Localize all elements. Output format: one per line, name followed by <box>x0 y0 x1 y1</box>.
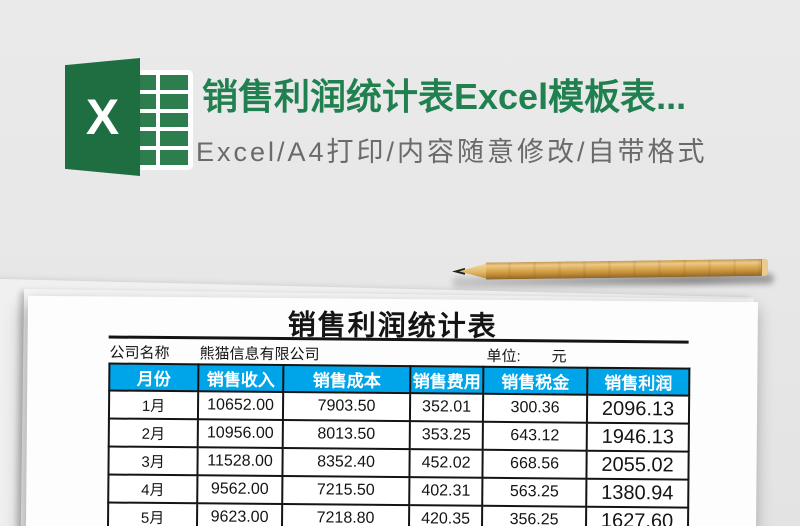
cell-value: 10956.00 <box>197 419 283 449</box>
column-header: 月份 <box>109 363 199 392</box>
cell-value: 402.31 <box>409 477 483 506</box>
cell-value: 352.01 <box>409 393 484 422</box>
excel-logo-letter: X <box>85 89 120 145</box>
cell-value: 563.25 <box>482 477 587 507</box>
cell-month: 5月 <box>107 502 198 526</box>
cell-value: 7903.50 <box>282 392 411 422</box>
cell-value: 7215.50 <box>282 476 410 506</box>
unit-label: 单位: <box>486 347 521 366</box>
cell-value: 9623.00 <box>196 503 283 526</box>
column-header: 销售收入 <box>198 364 284 393</box>
data-table: 月份 销售收入 销售成本 销售费用 销售税金 销售利润 1月 10652.00 … <box>107 363 690 526</box>
cell-month: 3月 <box>108 446 198 476</box>
cell-value: 668.56 <box>482 449 587 479</box>
logo-grid-cell <box>160 93 188 109</box>
excel-logo-cover: X <box>65 58 140 176</box>
cell-profit: 1380.94 <box>586 478 689 508</box>
cell-month: 4月 <box>108 474 198 504</box>
column-header: 销售成本 <box>283 365 411 394</box>
column-header: 销售费用 <box>410 366 484 394</box>
cell-value: 353.25 <box>409 421 483 450</box>
unit-value: 元 <box>551 348 567 366</box>
excel-logo: X <box>65 58 193 176</box>
logo-grid-cell <box>160 112 188 128</box>
logo-grid-cell <box>160 150 188 165</box>
cell-value: 7218.80 <box>281 504 410 526</box>
cell-profit: 2055.02 <box>586 450 689 480</box>
paper-sheet: 销售利润统计表 公司名称 熊猫信息有限公司 单位: 元 月份 销售收入 销售成本… <box>24 295 758 526</box>
table-row: 5月 9623.00 7218.80 420.35 356.25 1627.60 <box>107 502 689 526</box>
cell-value: 8352.40 <box>282 448 410 478</box>
company-name: 熊猫信息有限公司 <box>199 345 320 364</box>
cell-month: 1月 <box>108 390 199 420</box>
banner-title: 销售利润统计表Excel模板表... <box>202 76 687 117</box>
cell-value: 643.12 <box>482 421 587 451</box>
logo-grid-cell <box>160 75 188 90</box>
cell-value: 356.25 <box>481 505 587 526</box>
cell-profit: 1946.13 <box>586 422 689 452</box>
cell-value: 452.02 <box>409 449 483 478</box>
cell-value: 420.35 <box>408 505 483 526</box>
cell-value: 8013.50 <box>282 420 410 450</box>
cell-value: 300.36 <box>482 393 588 423</box>
cell-month: 2月 <box>108 418 198 448</box>
company-label: 公司名称 <box>109 344 170 363</box>
cell-profit: 2096.13 <box>586 394 690 424</box>
cell-value: 9562.00 <box>197 475 283 505</box>
logo-grid-cell <box>160 131 188 147</box>
column-header: 销售税金 <box>483 366 588 395</box>
cell-value: 10652.00 <box>197 391 284 421</box>
cell-value: 11528.00 <box>197 447 283 477</box>
banner-subtitle: Excel/A4打印/内容随意修改/自带格式 <box>196 137 708 167</box>
column-header: 销售利润 <box>587 367 690 396</box>
cell-profit: 1627.60 <box>585 506 689 526</box>
